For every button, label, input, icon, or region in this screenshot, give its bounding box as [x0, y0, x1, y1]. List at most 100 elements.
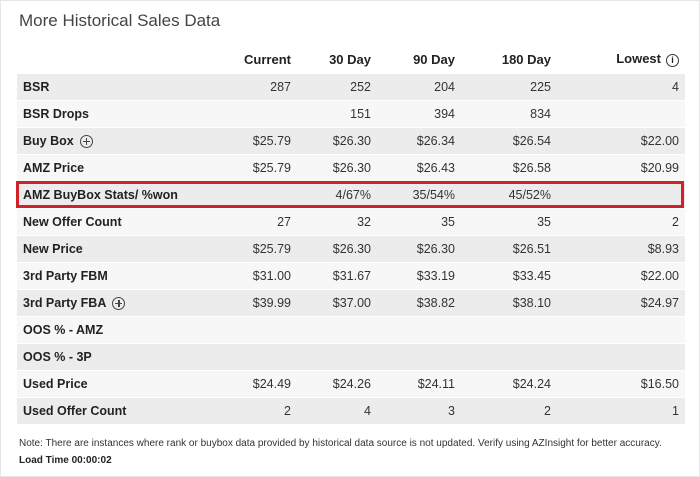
- cell-value: $22.00: [640, 269, 679, 283]
- cell-value: $31.00: [252, 269, 291, 283]
- row-label: BSR: [17, 80, 213, 94]
- cell-value: $24.24: [512, 377, 551, 391]
- row-label: 3rd Party FBA: [17, 296, 213, 310]
- table-row: BSR 287 252 204 225 4: [17, 73, 685, 100]
- cell-value: $39.99: [252, 296, 291, 310]
- cell-value: 2: [544, 404, 551, 418]
- table-row: New Price $25.79 $26.30 $26.30 $26.51 $8.93: [17, 235, 685, 262]
- row-label-text: OOS % - 3P: [23, 350, 92, 364]
- table-row: OOS % - AMZ: [17, 316, 685, 343]
- cell-value: $22.00: [640, 134, 679, 148]
- table-row: Used Price $24.49 $24.26 $24.11 $24.24 $16.50: [17, 370, 685, 397]
- row-label-text: AMZ Price: [23, 161, 85, 175]
- cell-value: $25.79: [252, 161, 291, 175]
- cell-value: 32: [357, 215, 371, 229]
- cell-value: $26.34: [416, 134, 455, 148]
- header-90-day: 90 Day: [413, 51, 455, 67]
- cell-value: $26.30: [332, 134, 371, 148]
- cell-value: 834: [530, 107, 551, 121]
- cell-value: $33.45: [512, 269, 551, 283]
- cell-value: 4: [364, 404, 371, 418]
- row-label-text: BSR Drops: [23, 107, 89, 121]
- cell-value: $25.79: [252, 242, 291, 256]
- row-label-text: New Price: [23, 242, 83, 256]
- expand-plus-icon[interactable]: [112, 296, 126, 310]
- cell-value: 27: [277, 215, 291, 229]
- cell-value: $24.97: [640, 296, 679, 310]
- cell-value: $38.82: [416, 296, 455, 310]
- footnote: Note: There are instances where rank or …: [19, 438, 662, 449]
- table-row: AMZ BuyBox Stats/ %won 4/67% 35/54% 45/52%: [17, 181, 685, 208]
- row-label: 3rd Party FBM: [17, 269, 213, 283]
- cell-value: 2: [284, 404, 291, 418]
- row-label: Used Offer Count: [17, 404, 213, 418]
- cell-value: $8.93: [647, 242, 679, 256]
- expand-plus-icon[interactable]: [79, 134, 93, 148]
- row-label: Buy Box: [17, 134, 213, 148]
- table-row: BSR Drops 151 394 834: [17, 100, 685, 127]
- header-lowest: Lowest i: [551, 51, 685, 67]
- header-lowest-label: Lowest: [616, 51, 661, 67]
- row-label-text: New Offer Count: [23, 215, 122, 229]
- row-label: AMZ BuyBox Stats/ %won: [17, 188, 213, 202]
- cell-value: 3: [448, 404, 455, 418]
- row-label-text: OOS % - AMZ: [23, 323, 104, 337]
- cell-value: $26.30: [332, 161, 371, 175]
- load-time: Load Time 00:00:02: [19, 455, 112, 466]
- cell-value: 252: [350, 80, 371, 94]
- cell-value: 204: [434, 80, 455, 94]
- cell-value: $31.67: [332, 269, 371, 283]
- cell-value: $16.50: [640, 377, 679, 391]
- table-row: 3rd Party FBA $39.99 $37.00 $38.82 $38.10 $24…: [17, 289, 685, 316]
- table-row: Used Offer Count 2 4 3 2 1: [17, 397, 685, 424]
- cell-value: $26.51: [512, 242, 551, 256]
- cell-value: 4: [672, 80, 679, 94]
- cell-value: 4/67%: [335, 188, 371, 202]
- cell-value: 2: [672, 215, 679, 229]
- row-label-text: BSR: [23, 80, 50, 94]
- cell-value: $24.11: [417, 377, 455, 391]
- table-row: AMZ Price $25.79 $26.30 $26.43 $26.58 $20.99: [17, 154, 685, 181]
- sales-table: Current 30 Day 90 Day 180 Day Lowest i BS…: [17, 45, 685, 424]
- cell-value: 225: [530, 80, 551, 94]
- cell-value: $26.43: [416, 161, 455, 175]
- table-row: 3rd Party FBM $31.00 $31.67 $33.19 $33.45 $22…: [17, 262, 685, 289]
- cell-value: 35/54%: [412, 188, 455, 202]
- row-label-text: Used Offer Count: [23, 404, 127, 418]
- row-label: OOS % - AMZ: [17, 323, 213, 337]
- cell-value: $26.54: [512, 134, 551, 148]
- cell-value: $37.00: [332, 296, 371, 310]
- table-row: New Offer Count 27 32 35 35 2: [17, 208, 685, 235]
- panel-title: More Historical Sales Data: [19, 11, 221, 30]
- row-label: AMZ Price: [17, 161, 213, 175]
- table-body: BSR 287 252 204 225 4 BSR Drops 151 394 834 Buy Bo…: [17, 73, 685, 424]
- cell-value: $24.49: [252, 377, 291, 391]
- cell-value: 151: [350, 107, 371, 121]
- header-current: Current: [244, 51, 291, 67]
- cell-value: $26.58: [512, 161, 551, 175]
- row-label: New Offer Count: [17, 215, 213, 229]
- row-label: BSR Drops: [17, 107, 213, 121]
- row-label-text: 3rd Party FBA: [23, 296, 107, 310]
- cell-value: 287: [270, 80, 291, 94]
- info-icon[interactable]: i: [666, 53, 679, 67]
- table-row: OOS % - 3P: [17, 343, 685, 370]
- cell-value: 35: [441, 215, 455, 229]
- cell-value: $20.99: [640, 161, 679, 175]
- cell-value: $24.26: [332, 377, 371, 391]
- cell-value: 45/52%: [508, 188, 551, 202]
- cell-value: 1: [672, 404, 679, 418]
- cell-value: 394: [434, 107, 455, 121]
- table-header-row: Current 30 Day 90 Day 180 Day Lowest i: [17, 45, 685, 73]
- row-label: OOS % - 3P: [17, 350, 213, 364]
- row-label-text: Buy Box: [23, 134, 74, 148]
- cell-value: $38.10: [512, 296, 551, 310]
- header-30-day: 30 Day: [329, 51, 371, 67]
- row-label-text: Used Price: [23, 377, 88, 391]
- row-label: New Price: [17, 242, 213, 256]
- row-label-text: AMZ BuyBox Stats/ %won: [23, 188, 178, 202]
- cell-value: $33.19: [416, 269, 455, 283]
- row-label-text: 3rd Party FBM: [23, 269, 108, 283]
- cell-value: $25.79: [252, 134, 291, 148]
- cell-value: $26.30: [416, 242, 455, 256]
